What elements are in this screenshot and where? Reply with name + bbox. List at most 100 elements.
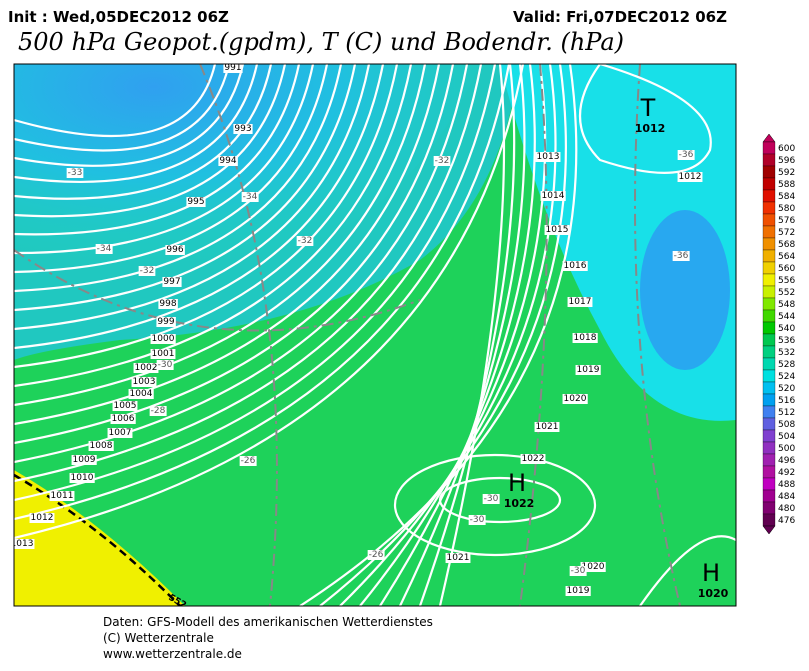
geopotential-contour (14, 473, 181, 606)
isobar-label-box (29, 513, 55, 523)
isobar-label-box (165, 245, 185, 255)
colorbar-swatch (762, 141, 776, 155)
isobar-label: 999 (157, 317, 174, 327)
colorbar-swatch (762, 369, 776, 383)
colorbar-label: 592 (778, 168, 795, 178)
isobar-label: 1021 (447, 553, 470, 563)
isobar-label-box (131, 377, 157, 387)
temperature-label-box (149, 406, 167, 416)
isobar-label: 1002 (135, 363, 158, 373)
isobar-label-box (575, 365, 601, 375)
isobar-label-box (110, 414, 136, 424)
pressure-center-value: 1020 (698, 587, 729, 600)
colorbar-swatch (762, 333, 776, 347)
pressure-center-symbol: H (702, 559, 720, 587)
colorbar-label: 512 (778, 408, 795, 418)
isobar (393, 453, 597, 557)
colorbar-label: 476 (778, 516, 795, 526)
colorbar-label: 588 (778, 180, 795, 190)
colorbar-label: 560 (778, 264, 795, 274)
isobar-label: 1013 (537, 152, 560, 162)
isobar-label-box (112, 401, 138, 411)
temperature-label-box (672, 251, 690, 261)
isobar-label: 1019 (567, 586, 590, 596)
isobar-label: 1017 (569, 297, 592, 307)
isobar (14, 64, 217, 138)
colorbar-label: 596 (778, 156, 795, 166)
isobar-label: 1012 (679, 172, 702, 182)
isobar-label: 1004 (130, 389, 153, 399)
isobar-label: 1007 (109, 428, 132, 438)
colorbar-label: 568 (778, 240, 795, 250)
isobar (339, 64, 557, 606)
colorbar-label: 484 (778, 492, 795, 502)
colorbar-label: 492 (778, 468, 795, 478)
map-area: 991 993 994 995 996 997 998 999 1000 1001 1002 1003… (14, 63, 736, 606)
isobar (379, 64, 536, 606)
isobar (299, 64, 578, 606)
temperature-label-box (569, 566, 587, 576)
temperature-label: -33 (68, 168, 83, 178)
isobar-label-box (572, 333, 598, 343)
colorbar-label: 488 (778, 480, 795, 490)
isobar (14, 64, 343, 293)
isobar-label-box (562, 261, 588, 271)
isobar-label-box (540, 191, 566, 201)
isobar-label-box (535, 152, 561, 162)
isobar-label: 1006 (112, 414, 135, 424)
isobar-label-box (88, 441, 114, 451)
isobar-label-box (233, 124, 253, 134)
colorbar-swatch (762, 297, 776, 311)
isobar-label-box (128, 389, 154, 399)
isobar-label-box (107, 428, 133, 438)
isobar (14, 64, 441, 426)
temperature-label: -30 (470, 515, 485, 525)
pressure-center-symbol: T (640, 94, 656, 122)
valid-time: Valid: Fri,07DEC2012 06Z (513, 8, 727, 26)
temperature-label-box (239, 456, 257, 466)
temperature-label-box (241, 192, 259, 202)
isobar-label: 1016 (564, 261, 587, 271)
isobar (14, 64, 301, 236)
isobar-label: 997 (163, 277, 180, 287)
isobar-label: 1018 (574, 333, 597, 343)
isobar-label: 995 (187, 197, 204, 207)
colorbar-label: 580 (778, 204, 795, 214)
isobar-label: 996 (166, 245, 183, 255)
colorbar-label: 584 (778, 192, 795, 202)
temperature-line (634, 64, 681, 606)
temperature-label: -30 (158, 360, 173, 370)
colorbar-label: 572 (778, 228, 795, 238)
footer-line: www.wetterzentrale.de (103, 647, 242, 661)
isobar (14, 64, 245, 167)
colorbar-swatch (762, 477, 776, 491)
colorbar-swatch (762, 417, 776, 431)
isobar-label-box (580, 562, 606, 572)
isobar (14, 64, 259, 183)
isobar-label: 1019 (577, 365, 600, 375)
isobar (399, 64, 526, 606)
colorbar-label: 536 (778, 336, 795, 346)
colorbar-swatch (762, 165, 776, 179)
isobar-label-box (156, 317, 176, 327)
colorbar-swatch (762, 429, 776, 443)
isobar (14, 64, 525, 540)
pressure-center-value: 1022 (504, 497, 535, 510)
colorbar-swatch (762, 201, 776, 215)
pressure-center-value: 1012 (635, 122, 666, 135)
isobar (14, 64, 357, 312)
temperature-label: -32 (140, 266, 155, 276)
map-frame (13, 63, 737, 607)
isobar-label: 991 (224, 63, 241, 73)
colorbar-label: 556 (778, 276, 795, 286)
colorbar-label: 516 (778, 396, 795, 406)
isobar (438, 64, 506, 606)
colorbar-swatch (762, 285, 776, 299)
colorbar-swatch (762, 393, 776, 407)
isobar (14, 64, 413, 388)
isobar-label-box (150, 349, 176, 359)
colorbar-swatch (762, 441, 776, 455)
isobar-label-box (186, 197, 206, 207)
temperature-label-box (156, 360, 174, 370)
